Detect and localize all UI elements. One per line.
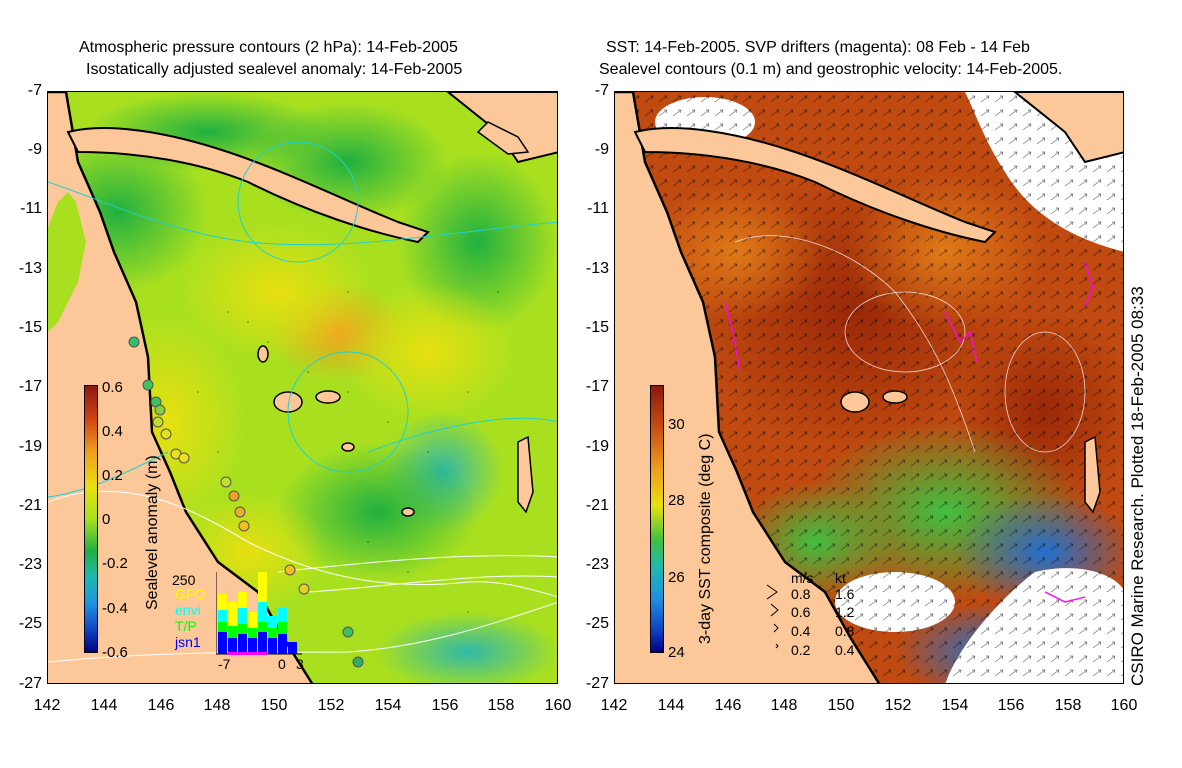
y-tick: -7 bbox=[27, 82, 42, 99]
velocity-legend-header-kt: kt bbox=[835, 570, 846, 586]
y-tick: -25 bbox=[18, 615, 42, 632]
sst-colorbar-tick: 30 bbox=[668, 416, 685, 433]
x-tick: 144 bbox=[657, 697, 685, 714]
x-tick: 158 bbox=[1054, 697, 1082, 714]
sealevel-colorbar-label: Sealevel anomaly (m) bbox=[144, 455, 161, 610]
x-tick: 148 bbox=[203, 697, 231, 714]
y-tick: -11 bbox=[587, 200, 609, 217]
legend-tp: T/P bbox=[175, 618, 197, 634]
histogram-ymax-label: 250 bbox=[172, 572, 196, 588]
y-tick: -17 bbox=[585, 378, 609, 395]
legend-jsn1: jsn1 bbox=[175, 634, 201, 650]
sealevel-colorbar-tick: 0.6 bbox=[102, 379, 123, 396]
sealevel-colorbar bbox=[84, 385, 98, 653]
sealevel-colorbar-tick: -0.2 bbox=[102, 555, 128, 572]
x-tick: 146 bbox=[714, 697, 742, 714]
histogram-xtick: -7 bbox=[218, 656, 231, 672]
histogram-xtick: 0 bbox=[278, 656, 286, 672]
altimeter-histogram: 250 GFO envi T/P jsn1 -7 0 3 bbox=[172, 572, 304, 672]
y-tick: -27 bbox=[585, 675, 609, 692]
velocity-legend-header-ms: m/s bbox=[791, 570, 814, 586]
x-tick: 160 bbox=[1110, 697, 1138, 714]
velocity-legend-kt: 0.4 bbox=[835, 642, 855, 658]
histogram-bars bbox=[216, 572, 302, 655]
x-tick: 156 bbox=[997, 697, 1025, 714]
sealevel-colorbar-tick: 0.4 bbox=[102, 423, 123, 440]
x-tick: 152 bbox=[317, 697, 345, 714]
y-tick: -21 bbox=[18, 497, 42, 514]
y-tick: -9 bbox=[594, 141, 609, 158]
plot-credit: CSIRO Marine Research. Plotted 18-Feb-20… bbox=[1128, 286, 1147, 686]
y-tick: -17 bbox=[18, 378, 42, 395]
sst-map-graphic bbox=[615, 92, 1123, 683]
y-tick: -7 bbox=[594, 82, 609, 99]
legend-envi: envi bbox=[175, 602, 201, 618]
velocity-legend-ms: 0.2 bbox=[791, 642, 811, 658]
sealevel-colorbar-tick: -0.6 bbox=[102, 644, 128, 661]
y-tick: -23 bbox=[18, 556, 42, 573]
y-tick: -19 bbox=[585, 438, 609, 455]
velocity-legend-ms: 0.8 bbox=[791, 586, 811, 602]
x-tick: 144 bbox=[90, 697, 118, 714]
left-title-line2: Isostatically adjusted sealevel anomaly:… bbox=[86, 61, 463, 78]
sst-colorbar-label: 3-day SST composite (deg C) bbox=[697, 433, 714, 644]
sst-colorbar-tick: 24 bbox=[668, 644, 685, 661]
y-tick: -27 bbox=[18, 675, 42, 692]
velocity-legend-ms: 0.4 bbox=[791, 623, 811, 639]
y-tick: -25 bbox=[585, 615, 609, 632]
x-tick: 142 bbox=[600, 697, 628, 714]
velocity-legend-kt: 1.2 bbox=[835, 604, 855, 620]
y-tick: -23 bbox=[585, 556, 609, 573]
x-tick: 142 bbox=[33, 697, 61, 714]
legend-gfo: GFO bbox=[175, 586, 206, 602]
velocity-legend-ms: 0.6 bbox=[791, 604, 811, 620]
velocity-legend-kt: 0.8 bbox=[835, 623, 855, 639]
right-title-line1: SST: 14-Feb-2005. SVP drifters (magenta)… bbox=[606, 39, 1030, 56]
x-tick: 152 bbox=[884, 697, 912, 714]
y-tick: -9 bbox=[27, 141, 42, 158]
velocity-legend-kt: 1.6 bbox=[835, 586, 855, 602]
left-title-line1: Atmospheric pressure contours (2 hPa): 1… bbox=[79, 39, 458, 56]
y-tick: -19 bbox=[18, 438, 42, 455]
sealevel-map-graphic bbox=[48, 92, 557, 683]
x-tick: 154 bbox=[374, 697, 402, 714]
sealevel-colorbar-tick: 0 bbox=[102, 511, 111, 528]
x-tick: 160 bbox=[544, 697, 572, 714]
y-tick: -13 bbox=[18, 260, 42, 277]
x-tick: 154 bbox=[941, 697, 969, 714]
y-tick: -11 bbox=[20, 200, 42, 217]
sst-colorbar-tick: 26 bbox=[668, 569, 685, 586]
x-tick: 148 bbox=[770, 697, 798, 714]
x-tick: 156 bbox=[431, 697, 459, 714]
right-title-line2: Sealevel contours (0.1 m) and geostrophi… bbox=[599, 61, 1063, 78]
sealevel-colorbar-tick: -0.4 bbox=[102, 600, 128, 617]
sealevel-anomaly-map: 0.6 0.4 0.2 0 -0.2 -0.4 -0.6 Sealevel an… bbox=[47, 91, 558, 684]
velocity-legend: m/s kt 0.8 1.6 0.6 1.2 0.4 0.8 0.2 0.4 bbox=[765, 570, 895, 660]
y-tick: -13 bbox=[585, 260, 609, 277]
sealevel-colorbar-tick: 0.2 bbox=[102, 467, 123, 484]
x-tick: 150 bbox=[260, 697, 288, 714]
sst-colorbar bbox=[650, 385, 664, 653]
y-tick: -15 bbox=[18, 319, 42, 336]
sst-colorbar-tick: 28 bbox=[668, 492, 685, 509]
y-tick: -21 bbox=[585, 497, 609, 514]
x-tick: 158 bbox=[487, 697, 515, 714]
y-tick: -15 bbox=[585, 319, 609, 336]
velocity-arrow-icons bbox=[766, 584, 779, 649]
histogram-xtick: 3 bbox=[296, 656, 304, 672]
sst-map: 30 28 26 24 3-day SST composite (deg C) … bbox=[614, 91, 1124, 684]
x-tick: 146 bbox=[147, 697, 175, 714]
x-tick: 150 bbox=[827, 697, 855, 714]
